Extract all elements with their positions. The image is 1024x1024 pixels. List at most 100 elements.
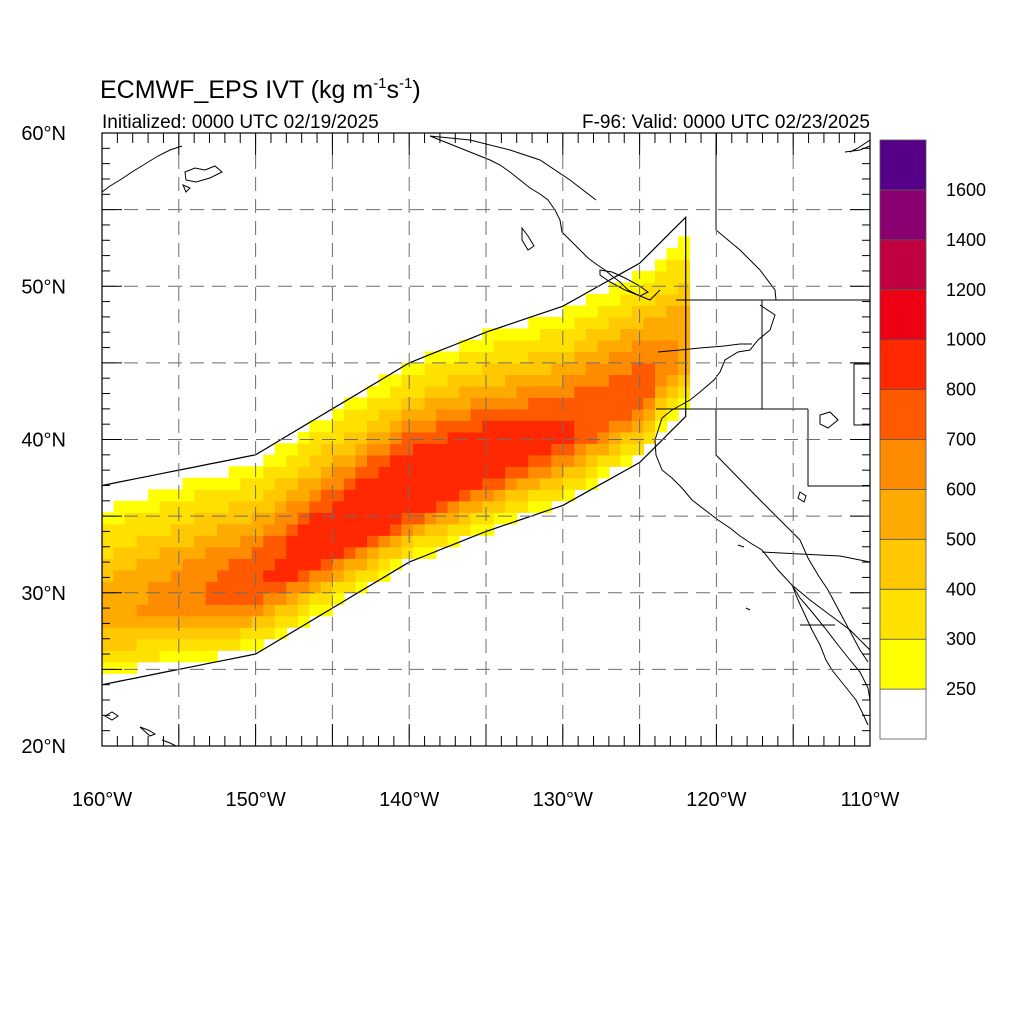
ivt-cell [320,477,333,490]
ivt-cell [539,477,552,490]
ivt-cell [539,339,552,352]
ivt-cell [309,569,322,582]
ivt-cell [562,362,575,375]
ivt-cell [516,454,529,467]
ivt-cell [678,316,691,329]
ivt-cell [309,489,322,502]
ivt-cell [274,523,287,536]
ivt-cell [343,546,356,559]
ivt-cell [608,397,621,410]
ivt-cell [332,466,345,479]
ivt-cell [597,454,610,467]
ivt-cell [148,558,161,571]
ivt-cell [643,420,656,433]
ivt-cell [367,408,380,421]
ivt-cell [666,316,679,329]
ivt-cell [332,535,345,548]
colorbar-label: 300 [946,629,976,649]
ivt-cell [678,270,691,283]
ivt-cell [320,420,333,433]
ivt-cell [608,420,621,433]
ivt-cell [251,604,264,617]
ivt-cell [217,581,230,594]
ivt-cell [171,512,184,525]
ivt-cell [297,592,310,605]
ivt-cell [597,443,610,456]
ivt-cell [666,385,679,398]
ivt-cell [297,512,310,525]
ivt-cell [355,523,368,536]
ivt-cell [367,420,380,433]
ivt-cell [205,604,218,617]
ivt-cell [643,282,656,295]
ivt-cell [390,397,403,410]
ivt-cell [574,477,587,490]
ivt-cell [378,512,391,525]
ivt-cell [240,569,253,582]
ivt-cell [574,408,587,421]
ivt-cell [574,351,587,364]
ivt-cell [620,328,633,341]
ivt-cell [320,523,333,536]
ivt-cell [390,385,403,398]
ivt-cell [343,477,356,490]
colorbar-swatch [879,139,927,191]
ivt-cell [378,443,391,456]
ivt-cell [205,581,218,594]
ivt-cell [482,351,495,364]
ivt-cell [159,581,172,594]
ivt-cell [608,385,621,398]
ivt-cell [205,615,218,628]
border-wa-or [657,343,752,353]
ivt-cell [585,305,598,318]
ivt-cell [309,477,322,490]
ivt-cell [608,431,621,444]
ivt-cell [666,282,679,295]
ivt-cell [217,489,230,502]
ivt-cell [678,247,691,260]
ivt-cell [597,374,610,387]
ivt-cell [470,408,483,421]
ivt-cell [297,581,310,594]
ivt-cell [620,385,633,398]
border-us-mexico [761,551,870,563]
ivt-cell [125,500,138,513]
ivt-cell [367,569,380,582]
ivt-cell [274,581,287,594]
ivt-cell [148,615,161,628]
ivt-cell [666,362,679,375]
ivt-cell [562,374,575,387]
ivt-cell [390,489,403,502]
ivt-cell [228,466,241,479]
ivt-cell [413,362,426,375]
ivt-cell [297,535,310,548]
ivt-cell [217,477,230,490]
lon-tick-label: 160°W [72,789,132,811]
ivt-cell [297,523,310,536]
ivt-cell [401,512,414,525]
ivt-cell [655,385,668,398]
border-mx-states [791,584,870,651]
ivt-cell [608,374,621,387]
ivt-cell [332,420,345,433]
ivt-cell [597,385,610,398]
ivt-cell [194,489,207,502]
ivt-cell [194,558,207,571]
ivt-cell [551,408,564,421]
ivt-cell [171,592,184,605]
ivt-cell [424,523,437,536]
ivt-cell [378,431,391,444]
colorbar-swatch [879,488,927,540]
ivt-cell [205,500,218,513]
ivt-cell [574,466,587,479]
ivt-cell [424,443,437,456]
ivt-cell [643,339,656,352]
ivt-cell [332,500,345,513]
ivt-cell [113,638,126,651]
ivt-cell [631,328,644,341]
colorbar-label: 1400 [946,230,986,250]
ivt-cell [309,546,322,559]
ivt-cell [585,443,598,456]
ivt-cell [436,431,449,444]
ivt-cell [102,546,115,559]
